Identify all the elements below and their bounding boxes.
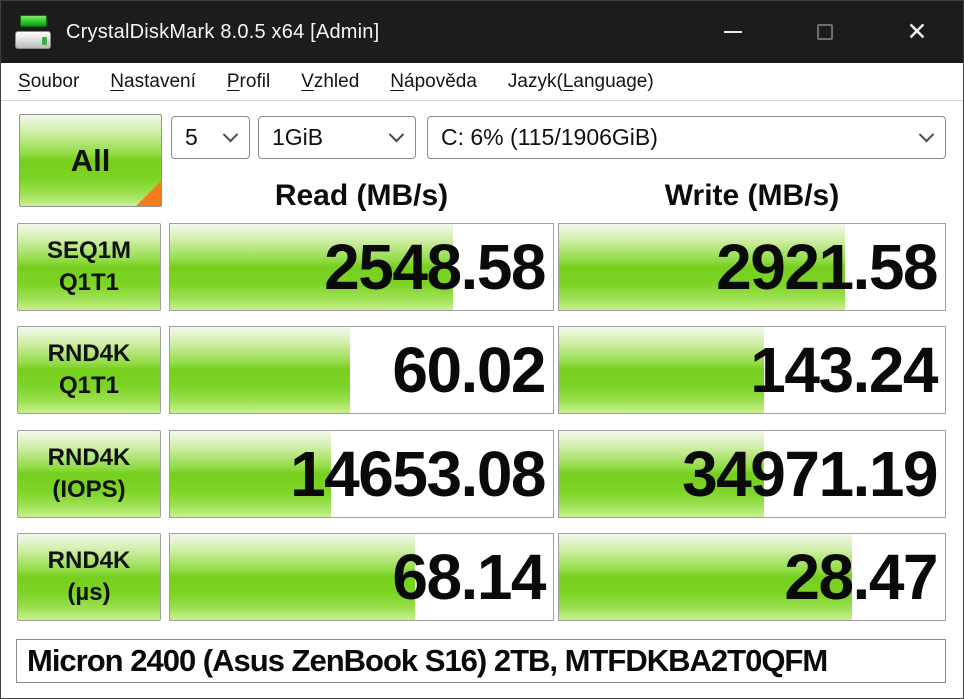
title-bar[interactable]: CrystalDiskMark 8.0.5 x64 [Admin] ✕	[1, 1, 963, 63]
rnd4k-us-read-cell: 68.14	[169, 533, 554, 621]
menu-soubor[interactable]: Soubor	[18, 70, 80, 92]
rnd4k-us-write-cell: 28.47	[558, 533, 946, 621]
row-label-line2: (µs)	[67, 578, 111, 606]
window-controls: ✕	[687, 1, 963, 63]
seq1m-read-value: 2548.58	[324, 231, 546, 303]
rnd4k-us-read-bar	[170, 534, 416, 620]
rnd4k-iops-write-value: 34971.19	[682, 438, 938, 510]
minimize-button[interactable]	[687, 1, 779, 63]
menu-nastaveni[interactable]: Nastavení	[110, 70, 196, 92]
chevron-down-icon	[918, 126, 935, 143]
rnd4k-us-read-value: 68.14	[392, 541, 546, 613]
rnd4k-read-value: 60.02	[392, 334, 546, 406]
loop-count-dropdown[interactable]: 5	[171, 116, 250, 159]
seq1m-write-bar	[559, 224, 845, 310]
row-button-rnd4k-iops[interactable]: RND4K (IOPS)	[17, 430, 161, 518]
chevron-down-icon	[222, 126, 239, 143]
menu-napoveda[interactable]: Nápověda	[390, 70, 477, 92]
rnd4k-write-value: 143.24	[750, 334, 938, 406]
rnd4k-iops-read-cell: 14653.08	[169, 430, 554, 518]
corner-fold-decoration	[135, 180, 161, 206]
rnd4k-iops-read-bar	[170, 431, 331, 517]
minimize-icon	[724, 31, 742, 33]
target-drive-value: C: 6% (115/1906GiB)	[441, 124, 658, 150]
rnd4k-read-cell: 60.02	[169, 326, 554, 414]
rnd4k-iops-write-cell: 34971.19	[558, 430, 946, 518]
row-label-line2: Q1T1	[58, 268, 120, 296]
rnd4k-us-write-value: 28.47	[784, 541, 938, 613]
close-button[interactable]: ✕	[871, 1, 963, 63]
menu-profil[interactable]: Profil	[226, 70, 271, 92]
all-test-button[interactable]: All	[19, 114, 162, 207]
menu-vzhled[interactable]: Vzhled	[301, 70, 360, 92]
maximize-icon	[817, 24, 833, 40]
menu-bar: Soubor Nastavení Profil Vzhled Nápověda …	[1, 63, 963, 101]
drive-comment-field[interactable]: Micron 2400 (Asus ZenBook S16) 2TB, MTFD…	[16, 639, 946, 683]
close-icon: ✕	[906, 17, 928, 46]
maximize-button[interactable]	[779, 1, 871, 63]
rnd4k-read-bar	[170, 327, 350, 413]
drive-comment-text: Micron 2400 (Asus ZenBook S16) 2TB, MTFD…	[27, 643, 828, 678]
test-size-value: 1GiB	[272, 124, 324, 150]
rnd4k-write-cell: 143.24	[558, 326, 946, 414]
window-title: CrystalDiskMark 8.0.5 x64 [Admin]	[66, 20, 380, 43]
menu-jazyk-language[interactable]: Jazyk(Language)	[507, 70, 654, 92]
seq1m-write-value: 2921.58	[716, 231, 938, 303]
seq1m-write-cell: 2921.58	[558, 223, 946, 311]
disk-icon	[15, 15, 53, 49]
seq1m-read-cell: 2548.58	[169, 223, 554, 311]
read-column-header: Read (MB/s)	[274, 179, 449, 212]
target-drive-dropdown[interactable]: C: 6% (115/1906GiB)	[427, 116, 946, 159]
row-label-line1: SEQ1M	[46, 237, 132, 265]
row-label-line2: Q1T1	[58, 371, 120, 399]
chevron-down-icon	[388, 126, 405, 143]
row-label-line1: RND4K	[47, 444, 131, 472]
rnd4k-write-bar	[559, 327, 764, 413]
loop-count-value: 5	[185, 124, 198, 150]
rnd4k-iops-write-bar	[559, 431, 764, 517]
row-label-line1: RND4K	[47, 547, 131, 575]
row-button-rnd4k-q1t1[interactable]: RND4K Q1T1	[17, 326, 161, 414]
all-button-label: All	[70, 142, 111, 178]
row-label-line1: RND4K	[47, 340, 131, 368]
row-label-line2: (IOPS)	[52, 475, 126, 503]
write-column-header: Write (MB/s)	[664, 179, 840, 212]
row-button-rnd4k-us[interactable]: RND4K (µs)	[17, 533, 161, 621]
row-button-seq1m-q1t1[interactable]: SEQ1M Q1T1	[17, 223, 161, 311]
rnd4k-us-write-bar	[559, 534, 853, 620]
seq1m-read-bar	[170, 224, 454, 310]
rnd4k-iops-read-value: 14653.08	[290, 438, 546, 510]
test-size-dropdown[interactable]: 1GiB	[258, 116, 416, 159]
